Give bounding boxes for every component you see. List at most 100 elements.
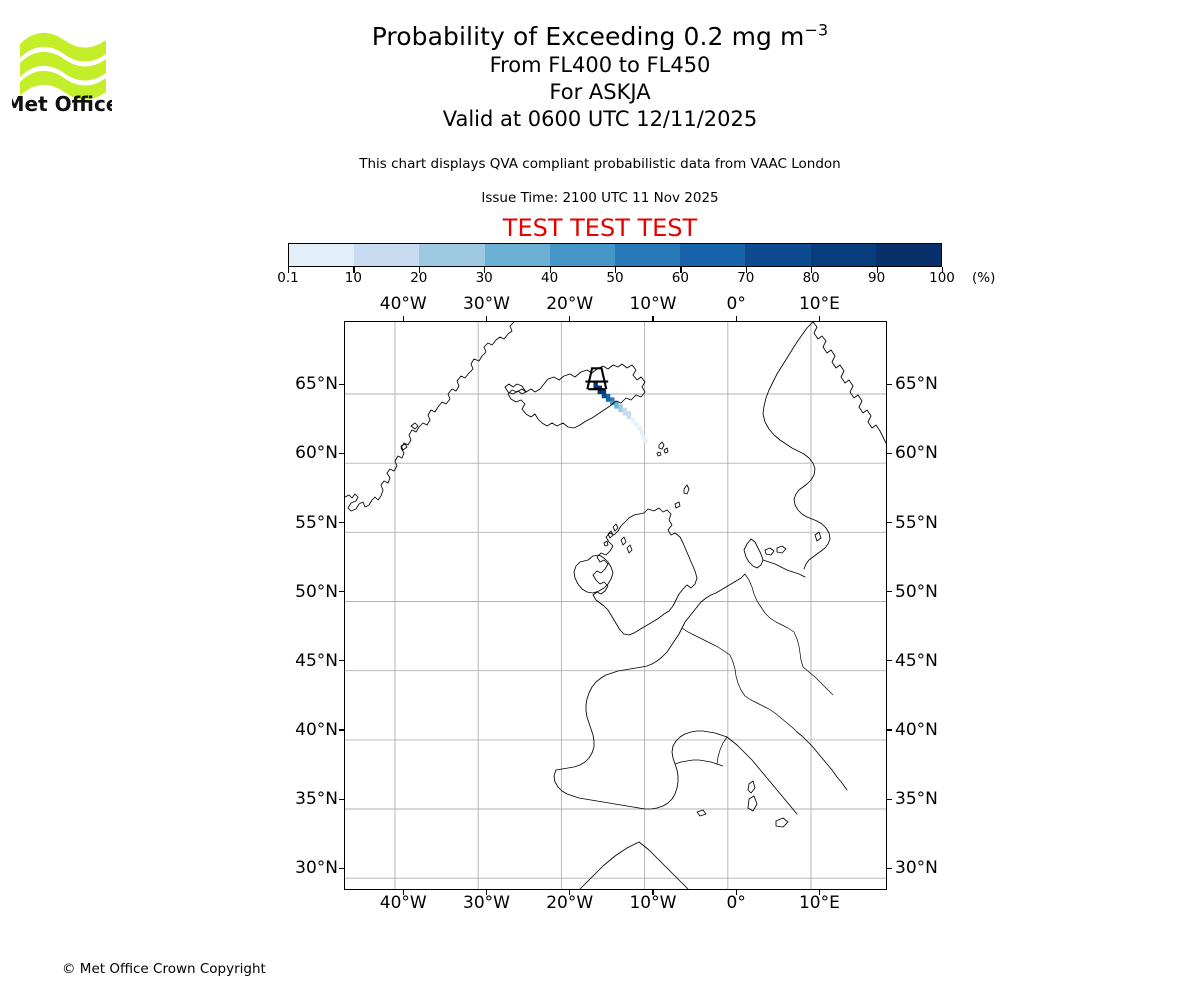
colorbar-band-6: [680, 244, 746, 266]
test-banner: TEST TEST TEST: [502, 214, 698, 242]
colorbar-tick-label: 40: [541, 270, 559, 286]
lat-tick-label-left: 50°N: [295, 581, 338, 602]
colorbar-tick-labels: 0.1 10 20 30 40 50 60 70 80 90 100: [0, 270, 1200, 290]
plume-cell: [614, 404, 619, 409]
issue-time: Issue Time: 2100 UTC 11 Nov 2025: [481, 190, 719, 206]
colorbar-band-5: [615, 244, 681, 266]
lon-tick-mark-top: [735, 316, 737, 321]
ash-probability-plume: [593, 381, 648, 444]
lat-tick-label-right: 60°N: [895, 443, 938, 464]
colorbar-ticks: [288, 267, 944, 275]
lon-tick-label-bottom: 20°W: [546, 893, 594, 913]
lon-tick-mark-bottom: [818, 890, 820, 895]
lon-tick-mark-top: [569, 316, 571, 321]
lat-tick-label-right: 65°N: [895, 374, 938, 395]
lon-tick-label-bottom: 0°: [726, 893, 746, 913]
colorbar-tick-label: 10: [344, 270, 362, 286]
colorbar-tick-label: 20: [410, 270, 428, 286]
colorbar-band-2: [419, 244, 485, 266]
lon-tick-label-bottom: 10°E: [798, 893, 840, 913]
colorbar-tick-label: 80: [802, 270, 820, 286]
colorbar-unit-label: (%): [972, 270, 996, 286]
lon-tick-mark-top: [652, 316, 654, 321]
colorbar-tick-label: 50: [606, 270, 624, 286]
subtitle-flight-level: From FL400 to FL450: [489, 53, 711, 77]
colorbar-band-4: [549, 244, 616, 266]
lat-tick-mark-left: [339, 660, 344, 662]
lat-tick-mark-left: [339, 867, 344, 869]
colorbar-band-8: [810, 244, 876, 266]
title-block: Probability of Exceeding 0.2 mg m−3 From…: [0, 22, 1200, 133]
colorbar-tick-label: 0.1: [277, 270, 299, 286]
plume-cell: [610, 397, 615, 402]
lat-tick-mark-right: [887, 521, 892, 524]
colorbar-gradient: [288, 243, 942, 267]
lat-tick-label-right: 45°N: [895, 650, 938, 671]
plume-cell: [637, 426, 642, 431]
lon-tick-mark-top: [485, 316, 488, 321]
plume-cell: [593, 385, 598, 390]
colorbar-tick: [615, 267, 617, 273]
map-plot-area[interactable]: [344, 321, 887, 890]
colorbar-band-0: [289, 244, 355, 266]
lon-tick-label-top: 30°W: [463, 294, 510, 314]
lat-tick-label-left: 35°N: [295, 789, 338, 810]
colorbar-tick: [353, 267, 355, 273]
colorbar-tick: [942, 267, 944, 273]
colorbar-band-9: [875, 244, 942, 266]
colorbar-tick: [549, 267, 551, 273]
lon-tick-label-top: 10°E: [798, 294, 840, 314]
plume-cell: [610, 400, 615, 406]
lat-tick-label-left: 40°N: [295, 719, 338, 740]
lat-tick-mark-right: [887, 383, 892, 385]
lon-tick-label-top: 10°W: [629, 294, 677, 314]
lon-tick-label-bottom: 10°W: [629, 893, 677, 913]
plume-cell: [622, 411, 627, 416]
lat-tick-mark-left: [339, 521, 344, 524]
plume-cell: [601, 389, 607, 395]
colorbar-tick-label: 100: [929, 270, 955, 286]
plume-cell: [643, 438, 648, 444]
plume-cell: [597, 385, 602, 390]
colorbar-tick: [418, 267, 420, 273]
colorbar-band-1: [354, 244, 420, 266]
map-gridlines: [345, 322, 886, 889]
lat-tick-label-left: 45°N: [295, 650, 338, 671]
colorbar: [288, 243, 942, 267]
lat-tick-mark-left: [339, 729, 344, 731]
lon-tick-label-top: 0°: [726, 294, 746, 314]
plume-cell: [614, 400, 619, 406]
lon-tick-mark-bottom: [485, 890, 488, 895]
subtitle-valid-time: Valid at 0600 UTC 12/11/2025: [442, 107, 758, 131]
plume-cell: [640, 430, 645, 435]
lat-tick-mark-left: [339, 383, 344, 385]
lat-tick-mark-left: [339, 798, 344, 800]
plume-cell: [622, 407, 627, 413]
lat-tick-label-right: 55°N: [895, 512, 938, 533]
colorbar-tick: [288, 267, 290, 273]
subtitle-volcano: For ASKJA: [549, 80, 651, 104]
lat-tick-label-left: 65°N: [295, 374, 338, 395]
colorbar-tick-label: 60: [671, 270, 689, 286]
colorbar-band-7: [745, 244, 811, 266]
lon-tick-label-top: 40°W: [379, 294, 427, 314]
colorbar-band-3: [484, 244, 550, 266]
lon-tick-mark-bottom: [402, 890, 404, 895]
lon-tick-mark-bottom: [569, 890, 571, 895]
lat-tick-label-left: 30°N: [295, 858, 338, 879]
lat-tick-mark-right: [887, 867, 892, 869]
lat-tick-mark-right: [887, 452, 892, 454]
volcano-marker-icon: [585, 367, 609, 391]
page-title-exponent: −3: [804, 20, 829, 40]
lat-tick-mark-right: [887, 798, 892, 800]
colorbar-tick-label: 70: [737, 270, 755, 286]
colorbar-tick: [811, 267, 813, 273]
page-title: Probability of Exceeding 0.2 mg m−3: [0, 22, 1200, 52]
colorbar-tick: [484, 267, 486, 273]
plume-cell: [593, 381, 598, 386]
lat-tick-mark-right: [887, 591, 892, 593]
plume-cell: [641, 434, 647, 440]
plume-cell: [605, 393, 611, 399]
lat-tick-label-right: 40°N: [895, 719, 938, 740]
lon-tick-label-bottom: 30°W: [463, 893, 510, 913]
